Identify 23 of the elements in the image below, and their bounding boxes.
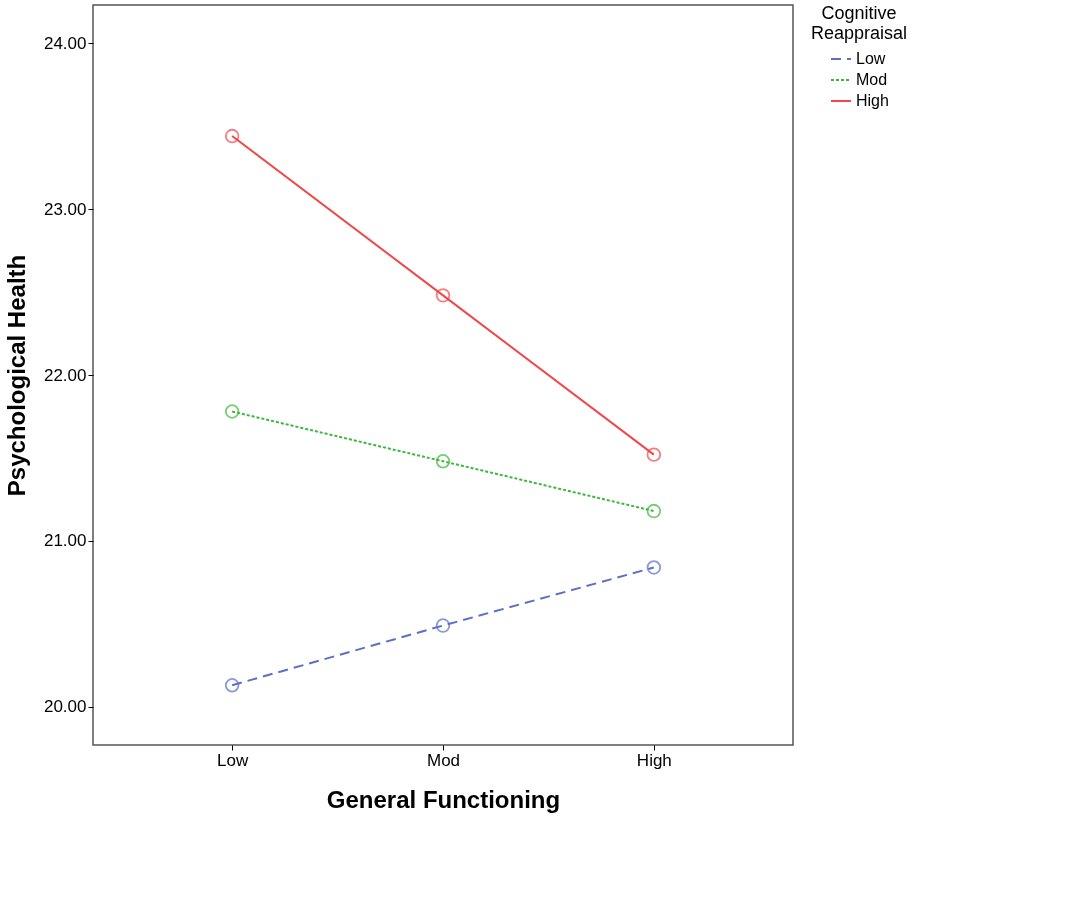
x-tick-label: Low [217, 750, 249, 770]
point [646, 560, 662, 575]
x-tick-label: Mod [426, 750, 461, 770]
point [435, 454, 451, 469]
x-tick-label: High [636, 750, 672, 770]
legend-label: Low [856, 50, 886, 67]
y-tick-label: 24.00 [43, 33, 87, 53]
point [646, 503, 662, 519]
y-axis-title: Psychological Health [2, 254, 30, 497]
point [224, 678, 240, 693]
point [224, 128, 240, 144]
point [435, 288, 451, 303]
y-tick-label: 21.00 [43, 531, 87, 551]
y-tick-label: 23.00 [43, 199, 87, 219]
legend-title: Cognitive Reappraisal [810, 3, 908, 43]
point [646, 447, 662, 462]
y-tick-label: 22.00 [43, 365, 87, 385]
y-tick-label: 20.00 [43, 697, 87, 717]
legend-label: Mod [856, 71, 888, 88]
point [435, 618, 451, 633]
x-axis-title: General Functioning [326, 785, 561, 813]
legend-label: High [856, 92, 889, 109]
point [224, 404, 240, 419]
